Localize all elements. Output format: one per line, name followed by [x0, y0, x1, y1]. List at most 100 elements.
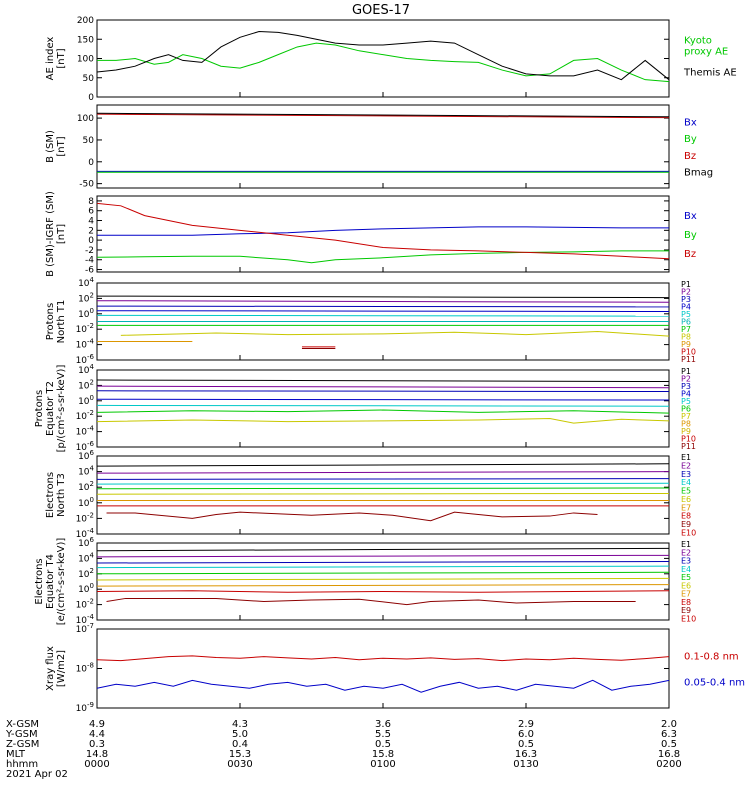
- legend-entry: P11: [681, 355, 696, 364]
- y-tick-label: 4: [88, 217, 94, 227]
- legend-entry: P10: [681, 434, 696, 443]
- y-tick-label: 102: [78, 480, 94, 493]
- legend-entry: P5: [681, 397, 691, 406]
- x-axis-value: 5.0: [232, 729, 248, 740]
- y-axis-label: Xray flux[W/m2]: [45, 646, 67, 691]
- legend-entry: E8: [681, 512, 691, 521]
- y-tick-label: -2: [85, 246, 94, 256]
- x-axis-value: 0.4: [232, 739, 248, 750]
- x-axis-value: 4.9: [89, 719, 105, 730]
- series-line-e9: [106, 597, 636, 606]
- legend-entry: Bx: [684, 118, 697, 129]
- y-axis-label: B (SM)[nT]: [45, 130, 67, 163]
- legend-entry: P9: [681, 340, 691, 349]
- y-tick-label: 100: [78, 496, 94, 509]
- series-line-0-1-0-8-nm: [96, 655, 670, 662]
- series-line-p2: [96, 385, 670, 389]
- y-tick-label: 10-4: [76, 425, 95, 438]
- legend-entry: E3: [681, 470, 691, 479]
- x-axis-value: 0.5: [661, 739, 677, 750]
- y-axis-label: ProtonsEquator T2[p/(cm²-s-sr-keV)]: [34, 365, 67, 453]
- y-tick-label: -4: [85, 256, 94, 266]
- series-line-e2: [96, 471, 670, 474]
- x-axis-value: 0030: [227, 759, 252, 770]
- legend-entry: P8: [681, 419, 691, 428]
- y-tick-label: 102: [78, 291, 94, 304]
- y-tick-label: 104: [78, 465, 94, 478]
- x-axis-value: 4.4: [89, 729, 105, 740]
- legend-entry: P7: [681, 325, 691, 334]
- y-tick-label: 0: [88, 93, 94, 103]
- legend-entry: P6: [681, 404, 691, 413]
- x-axis-value: 0.5: [518, 739, 534, 750]
- series-line-kyoto-proxy-ae: [97, 42, 670, 83]
- series-line-p8: [120, 331, 670, 337]
- legend-entry: P2: [681, 287, 691, 296]
- legend-entry: P5: [681, 310, 691, 319]
- panel-frame: [96, 19, 670, 98]
- y-tick-label: 150: [77, 35, 94, 45]
- panel-frame: [96, 195, 670, 273]
- legend-entry: E5: [681, 573, 691, 582]
- legend-entry: P11: [681, 442, 696, 451]
- y-tick-label: 100: [77, 114, 94, 124]
- y-tick-label: 10-4: [76, 338, 95, 351]
- series-line-e3: [96, 478, 670, 480]
- y-axis-label: ElectronsEquator T4[e/(cm²-s-sr-keV)]: [34, 538, 67, 626]
- series-line-bx: [97, 226, 669, 236]
- figure-title: GOES-17: [352, 3, 410, 18]
- series-line-p1: [96, 379, 670, 383]
- series-line-p4: [96, 398, 670, 401]
- series-line-p3: [96, 305, 670, 308]
- series-line-e6: [96, 492, 670, 495]
- legend-entry: P1: [681, 367, 691, 376]
- series-line-p4: [96, 310, 670, 312]
- y-tick-label: 104: [78, 551, 94, 564]
- x-axis-row-label: Z-GSM: [6, 739, 39, 750]
- y-tick-label: 2: [88, 226, 94, 236]
- legend-entry: E2: [681, 461, 691, 470]
- series-line-e5: [96, 571, 670, 575]
- y-axis-label: ElectronsNorth T3: [45, 472, 67, 518]
- legend-entry: P3: [681, 295, 691, 304]
- series-line-themis-ae: [96, 31, 670, 81]
- x-axis-value: 4.3: [232, 719, 248, 730]
- y-axis-label: ProtonsNorth T1: [45, 300, 67, 344]
- legend-entry: P3: [681, 382, 691, 391]
- legend-entry: E2: [681, 548, 691, 557]
- legend-entry: E4: [681, 565, 691, 574]
- y-tick-label: 102: [78, 567, 94, 580]
- y-tick-label: 102: [78, 378, 94, 391]
- legend-entry: Bx: [684, 211, 697, 222]
- series-line-p5: [96, 314, 670, 317]
- y-tick-label: 100: [78, 394, 94, 407]
- y-tick-label: 50: [83, 136, 95, 146]
- legend-entry: 0.1-0.8 nm: [684, 651, 739, 662]
- y-tick-label: -6: [85, 266, 94, 276]
- legend-entry: Themis AE: [683, 67, 737, 78]
- x-axis-row-label: Y-GSM: [5, 729, 38, 740]
- x-axis-value: 0200: [656, 759, 681, 770]
- legend-entry: P8: [681, 332, 691, 341]
- date-label: 2021 Apr 02: [6, 769, 68, 780]
- legend-entry: 0.05-0.4 nm: [684, 678, 745, 689]
- legend-entry: E10: [681, 528, 696, 537]
- y-tick-label: 10-2: [76, 511, 94, 524]
- panel-frame: [96, 628, 670, 709]
- legend-entry: Bmag: [684, 167, 713, 178]
- legend-entry: E6: [681, 495, 691, 504]
- x-axis-value: 16.3: [515, 749, 537, 760]
- series-line-bz: [96, 113, 670, 119]
- series-line-e3: [96, 560, 670, 564]
- x-axis-value: 15.8: [372, 749, 394, 760]
- y-tick-label: 200: [77, 16, 94, 26]
- x-axis-value: 0100: [370, 759, 395, 770]
- legend-entry: By: [684, 230, 697, 241]
- panel-frame: [96, 542, 670, 621]
- series-line-e6: [96, 577, 670, 581]
